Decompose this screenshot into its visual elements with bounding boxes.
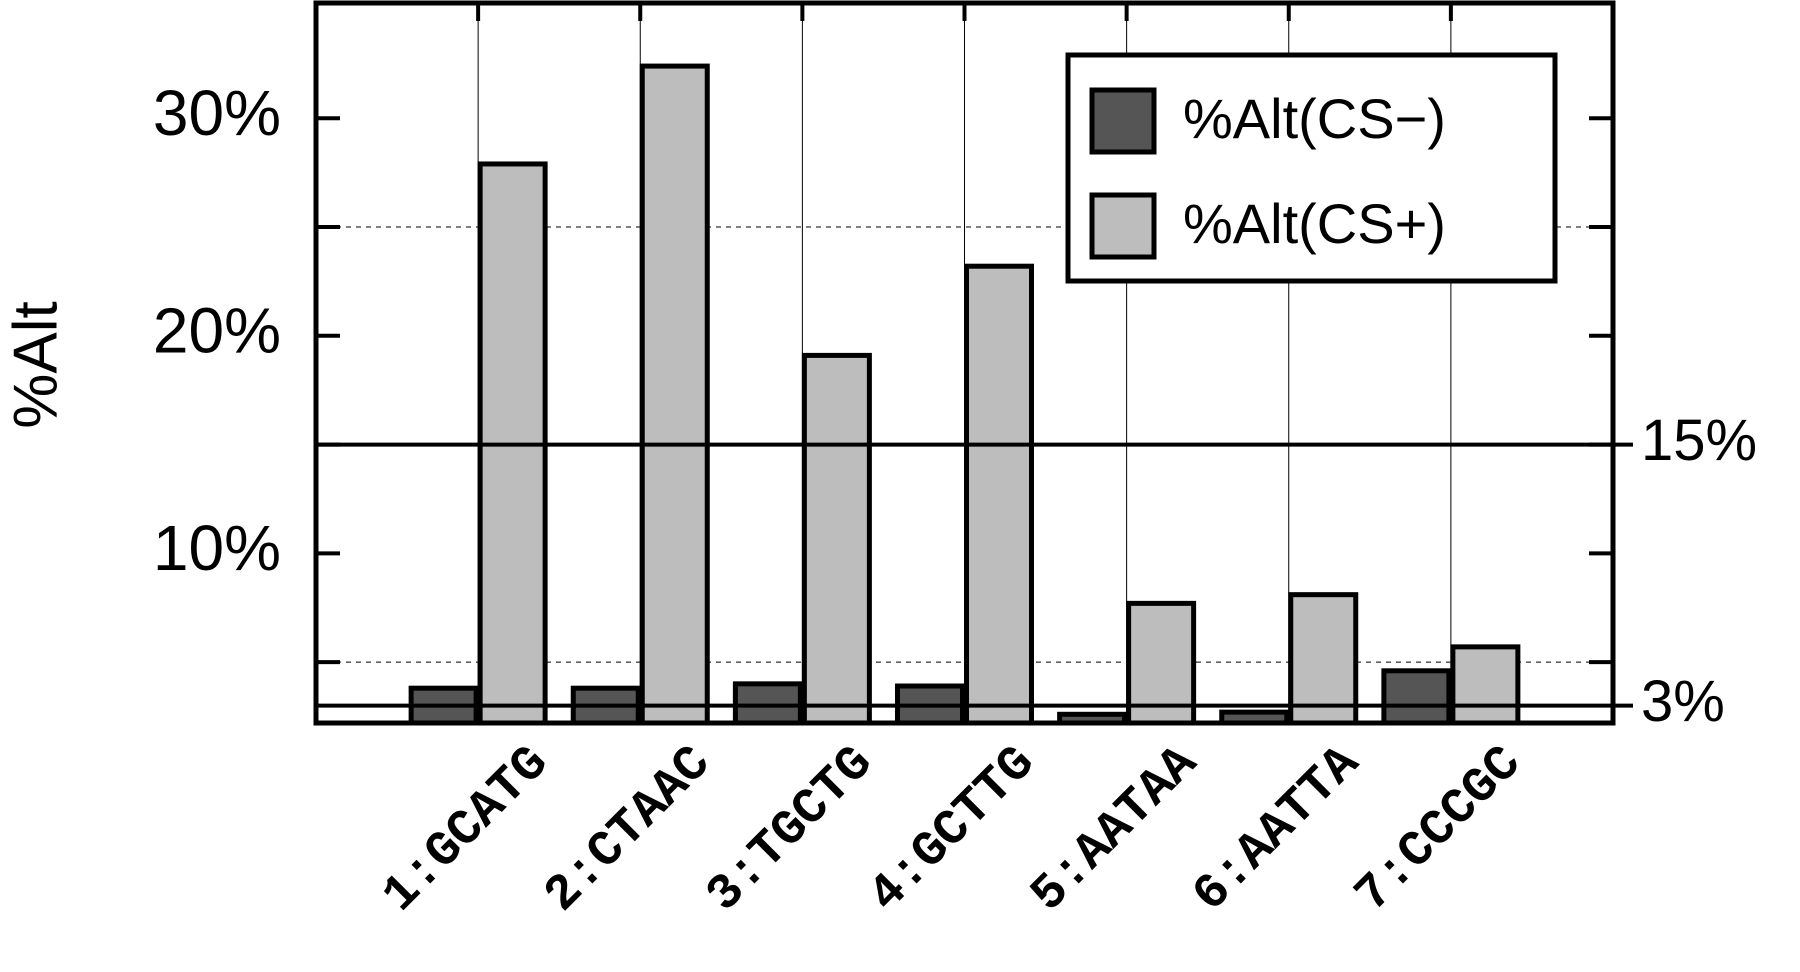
reference-label: 15% <box>1641 408 1757 473</box>
x-tick-label: 3:TGCTG <box>696 735 885 924</box>
x-tick-label: 5:AATAA <box>1020 735 1209 924</box>
bar <box>964 263 1034 726</box>
x-tick-label: 7:CCCGC <box>1345 735 1534 924</box>
x-tick-label: 2:CTAAC <box>534 735 723 924</box>
x-tick-label: 4:GCTTG <box>858 735 1047 924</box>
legend-swatch <box>1089 192 1157 260</box>
y-tick-label: 10% <box>153 512 281 584</box>
y-tick-label: 30% <box>153 77 281 149</box>
bar <box>1381 668 1452 726</box>
y-tick-label: 20% <box>153 295 281 367</box>
bar <box>639 63 710 726</box>
legend-label: %Alt(CS−) <box>1183 87 1446 150</box>
reference-label: 3% <box>1641 669 1725 734</box>
bar <box>732 681 803 726</box>
legend-swatch <box>1089 87 1157 155</box>
legend-label: %Alt(CS+) <box>1183 192 1446 255</box>
x-tick-label: 1:GCATG <box>372 735 561 924</box>
bar <box>801 352 872 726</box>
bar <box>1450 644 1521 726</box>
y-axis-label: %Alt <box>1 301 70 428</box>
plot-frame <box>313 0 1616 726</box>
x-tick-label: 6:AATTA <box>1183 735 1372 924</box>
